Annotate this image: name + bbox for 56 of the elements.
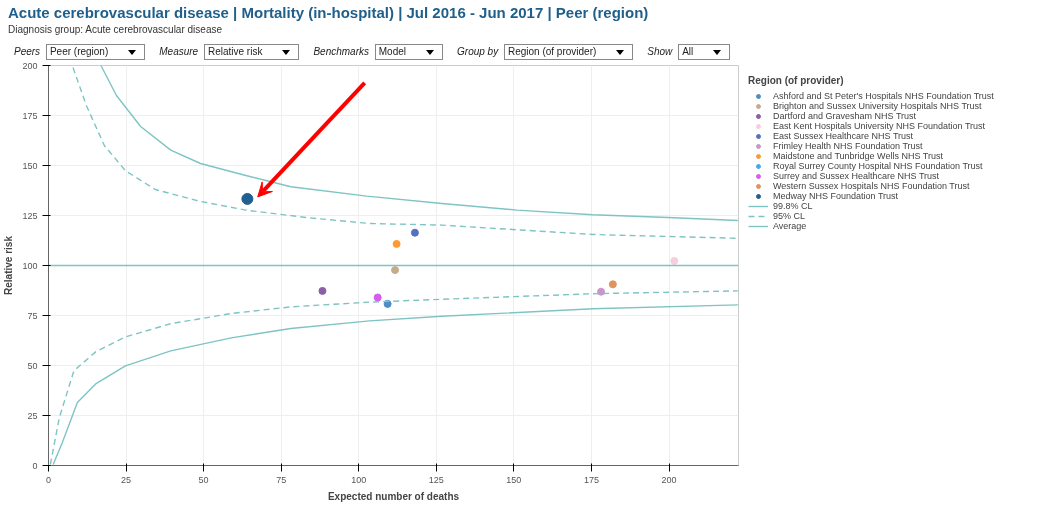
- x-tick-label: 0: [46, 474, 52, 485]
- legend-label: Ashford and St Peter's Hospitals NHS Foundation Trust: [773, 90, 994, 101]
- point: [608, 280, 617, 289]
- y-tick-label: 100: [22, 260, 38, 271]
- y-tick-label: 125: [22, 210, 38, 221]
- text: Relative risk: [203, 43, 300, 60]
- text: Measure: [159, 45, 199, 57]
- y-tick-label: 25: [27, 410, 38, 421]
- text: All: [678, 43, 731, 60]
- y-tick-label: 175: [22, 110, 38, 121]
- point: [241, 192, 254, 205]
- x-axis-title: Expected number of deaths: [327, 490, 460, 502]
- x-tick-label: 150: [506, 474, 522, 485]
- x-tick-label: 25: [121, 474, 132, 485]
- legend-label: Surrey and Sussex Healthcare NHS Trust: [773, 170, 940, 181]
- legend-label: Brighton and Sussex University Hospitals NHS Trust: [773, 100, 982, 111]
- x-tick-label: 175: [583, 474, 599, 485]
- legend-label: East Sussex Healthcare NHS Trust: [773, 130, 914, 141]
- legend-label: Frimley Health NHS Foundation Trust: [773, 140, 923, 151]
- text: Peers: [14, 45, 41, 57]
- point: [670, 256, 679, 265]
- legend-label: East Kent Hospitals University NHS Foundation Trust: [773, 120, 986, 131]
- point: [391, 265, 400, 274]
- legend-label: 99.8% CL: [773, 200, 813, 211]
- y-tick-label: 200: [22, 60, 38, 71]
- x-tick-label: 200: [661, 474, 677, 485]
- y-tick-label: 0: [32, 460, 38, 471]
- x-tick-label: 125: [428, 474, 444, 485]
- chart-title: Acute cerebrovascular disease | Mortality (in-hospital) | Jul 2016 - Jun 2017 | Peer (region): [8, 3, 649, 23]
- legend-label: 95% CL: [773, 210, 806, 221]
- x-tick-label: 100: [351, 474, 367, 485]
- text: Benchmarks: [313, 45, 369, 57]
- text: Model: [374, 43, 444, 60]
- text: Show: [647, 45, 673, 57]
- text: Peer (region): [45, 43, 146, 60]
- point: [597, 287, 606, 296]
- legend-label: Dartford and Gravesham NHS Trust: [773, 110, 917, 121]
- chart-subtitle: Diagnosis group: Acute cerebrovascular disease: [8, 23, 223, 38]
- legend-label: Western Sussex Hospitals NHS Foundation Trust: [773, 180, 970, 191]
- y-tick-label: 150: [22, 160, 38, 171]
- text: Region (of provider): [503, 43, 634, 60]
- y-tick-label: 75: [27, 310, 38, 321]
- legend-title: Region (of provider): [748, 74, 845, 86]
- legend-label: Average: [773, 220, 807, 231]
- text: Group by: [457, 45, 499, 57]
- y-axis-title: Relative risk: [3, 235, 15, 295]
- legend-label: Royal Surrey County Hospital NHS Foundation Trust: [773, 160, 983, 171]
- point: [318, 286, 327, 295]
- point: [373, 293, 382, 302]
- point: [410, 228, 419, 237]
- x-tick-label: 50: [198, 474, 209, 485]
- y-tick-label: 50: [27, 360, 38, 371]
- point: [392, 239, 401, 248]
- x-tick-label: 75: [276, 474, 287, 485]
- legend-label: Maidstone and Tunbridge Wells NHS Trust: [773, 150, 943, 161]
- legend-label: Medway NHS Foundation Trust: [773, 190, 899, 201]
